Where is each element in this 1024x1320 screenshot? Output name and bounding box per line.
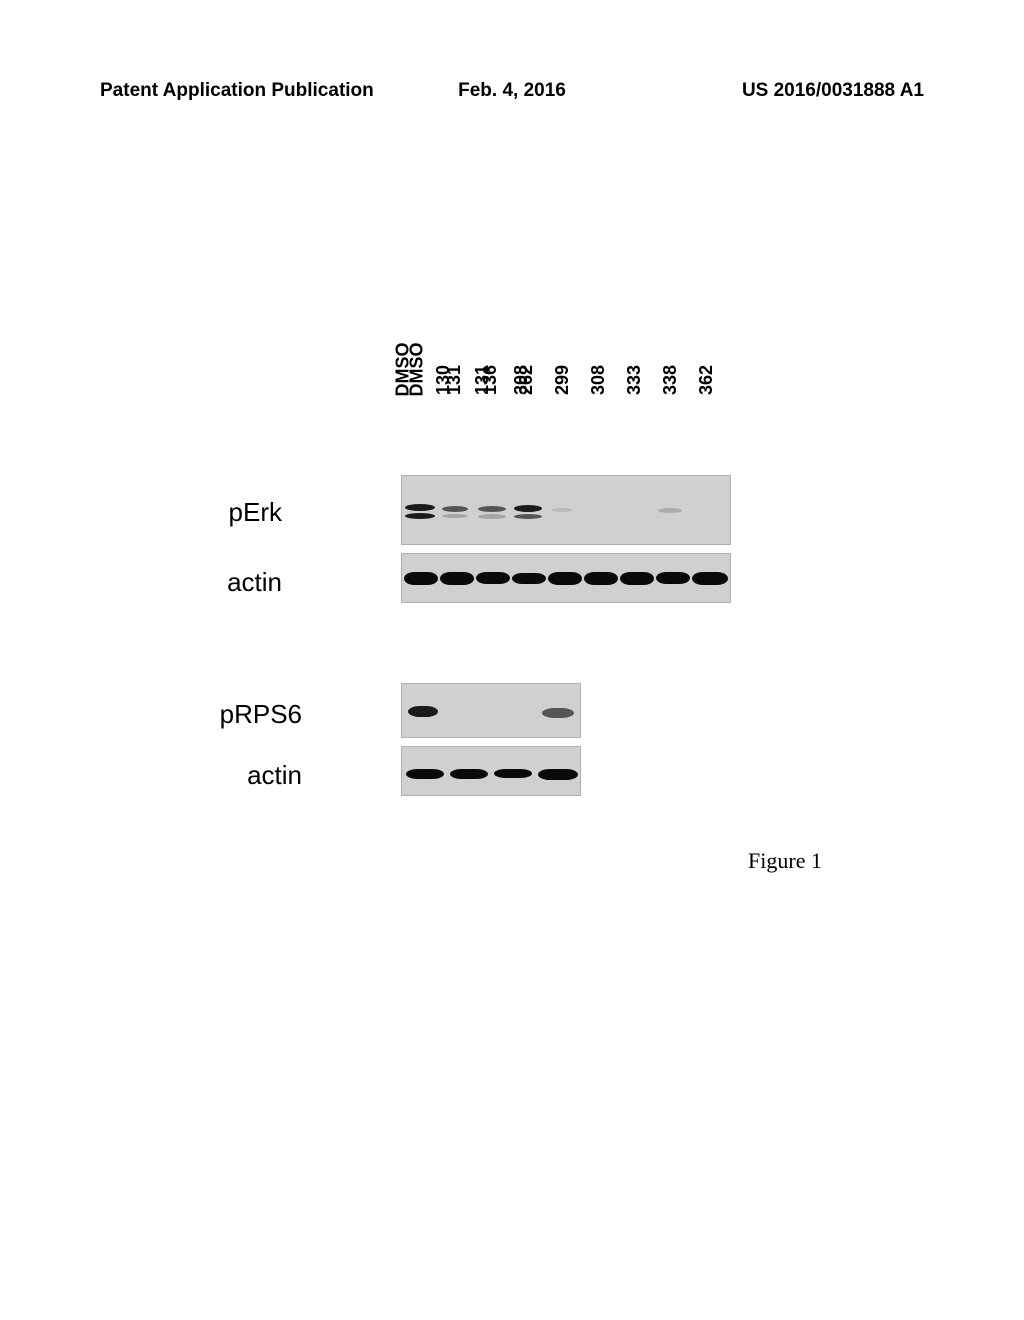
blot-row-actin-2: actin	[312, 746, 512, 796]
header-left: Patent Application Publication	[100, 80, 374, 102]
row-label-perk: pErk	[229, 497, 282, 528]
actin-band	[476, 572, 510, 584]
actin-band	[404, 572, 438, 585]
lane-label: 130	[433, 366, 454, 395]
blot-strip-prps6	[401, 683, 581, 738]
blot-group-1: DMSO 131 136 262 299 308 333 338 362 pEr…	[292, 475, 732, 603]
blot-row-prps6: pRPS6	[312, 683, 512, 738]
header-right: US 2016/0031888 A1	[742, 80, 924, 102]
lane-label: 131	[472, 366, 493, 395]
band	[442, 514, 468, 518]
blot-strip-perk	[401, 475, 731, 545]
actin-band	[494, 769, 532, 778]
blot-strip-actin-2	[401, 746, 581, 796]
blot-group-2: DMSO 130 131 308 pRPS6 actin	[312, 683, 512, 796]
actin-band	[692, 572, 728, 585]
band	[478, 506, 506, 512]
actin-band	[584, 572, 618, 585]
band	[478, 514, 506, 519]
band	[658, 508, 682, 513]
actin-band	[406, 769, 444, 779]
band	[405, 504, 435, 511]
lane-labels-2: DMSO 130 131 308	[387, 370, 827, 391]
actin-band	[656, 572, 690, 584]
actin-band	[548, 572, 582, 585]
blot-strip-actin-1	[401, 553, 731, 603]
band	[542, 708, 574, 718]
header-center: Feb. 4, 2016	[458, 80, 566, 102]
lane-label: 308	[511, 366, 532, 395]
band	[514, 505, 542, 512]
blot-row-actin-1: actin	[292, 553, 732, 603]
page-header: Patent Application Publication Feb. 4, 2…	[0, 80, 1024, 102]
row-label-prps6: pRPS6	[220, 699, 302, 730]
lane-label: DMSO	[393, 365, 414, 397]
actin-band	[538, 769, 578, 780]
row-label-actin-2: actin	[247, 760, 302, 791]
row-label-actin-1: actin	[227, 567, 282, 598]
actin-band	[512, 573, 546, 584]
figure-container: DMSO 131 136 262 299 308 333 338 362 pEr…	[292, 420, 732, 804]
band	[405, 513, 435, 519]
figure-caption: Figure 1	[748, 848, 822, 874]
blot-row-perk: pErk	[292, 475, 732, 545]
actin-band	[620, 572, 654, 585]
band	[442, 506, 468, 512]
band	[408, 706, 438, 717]
actin-band	[440, 572, 474, 585]
band	[552, 508, 572, 512]
actin-band	[450, 769, 488, 779]
band	[514, 514, 542, 519]
